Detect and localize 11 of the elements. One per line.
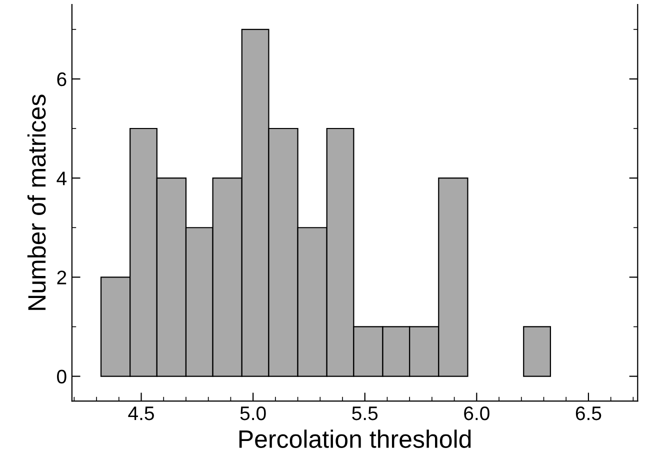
x-tick-label: 6.5 (576, 406, 602, 420)
y-tick-label: 2 (57, 270, 66, 284)
y-tick-label: 4 (56, 172, 67, 186)
x-tick-label: 5.5 (352, 406, 378, 420)
y-axis-title: Number of matrices (27, 94, 46, 310)
x-axis-title: Percolation threshold (239, 430, 471, 448)
y-tick-label: 6 (57, 72, 66, 86)
x-tick-label: 5.0 (240, 406, 266, 420)
y-tick-label: 0 (57, 370, 66, 384)
x-tick-label: 6.0 (464, 406, 490, 420)
x-tick-label: 4.5 (128, 406, 154, 420)
